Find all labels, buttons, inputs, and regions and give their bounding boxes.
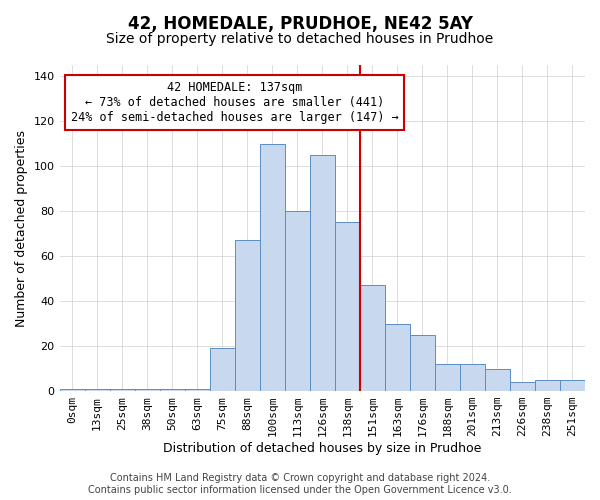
Bar	[460, 364, 485, 391]
Text: Contains HM Land Registry data © Crown copyright and database right 2024.
Contai: Contains HM Land Registry data © Crown c…	[88, 474, 512, 495]
Bar	[310, 155, 335, 391]
Bar	[185, 389, 209, 391]
Bar	[410, 335, 435, 391]
Bar	[535, 380, 560, 391]
Bar	[485, 368, 510, 391]
Bar	[435, 364, 460, 391]
Bar	[209, 348, 235, 391]
Bar	[360, 286, 385, 391]
X-axis label: Distribution of detached houses by size in Prudhoe: Distribution of detached houses by size …	[163, 442, 481, 455]
Bar	[260, 144, 285, 391]
Bar	[560, 380, 585, 391]
Bar	[160, 389, 185, 391]
Bar	[335, 222, 360, 391]
Text: 42 HOMEDALE: 137sqm
← 73% of detached houses are smaller (441)
24% of semi-detac: 42 HOMEDALE: 137sqm ← 73% of detached ho…	[71, 80, 398, 124]
Bar	[510, 382, 535, 391]
Bar	[85, 389, 110, 391]
Text: Size of property relative to detached houses in Prudhoe: Size of property relative to detached ho…	[106, 32, 494, 46]
Bar	[285, 211, 310, 391]
Bar	[59, 389, 85, 391]
Text: 42, HOMEDALE, PRUDHOE, NE42 5AY: 42, HOMEDALE, PRUDHOE, NE42 5AY	[128, 15, 473, 33]
Bar	[235, 240, 260, 391]
Bar	[385, 324, 410, 391]
Bar	[134, 389, 160, 391]
Bar	[110, 389, 134, 391]
Y-axis label: Number of detached properties: Number of detached properties	[15, 130, 28, 326]
